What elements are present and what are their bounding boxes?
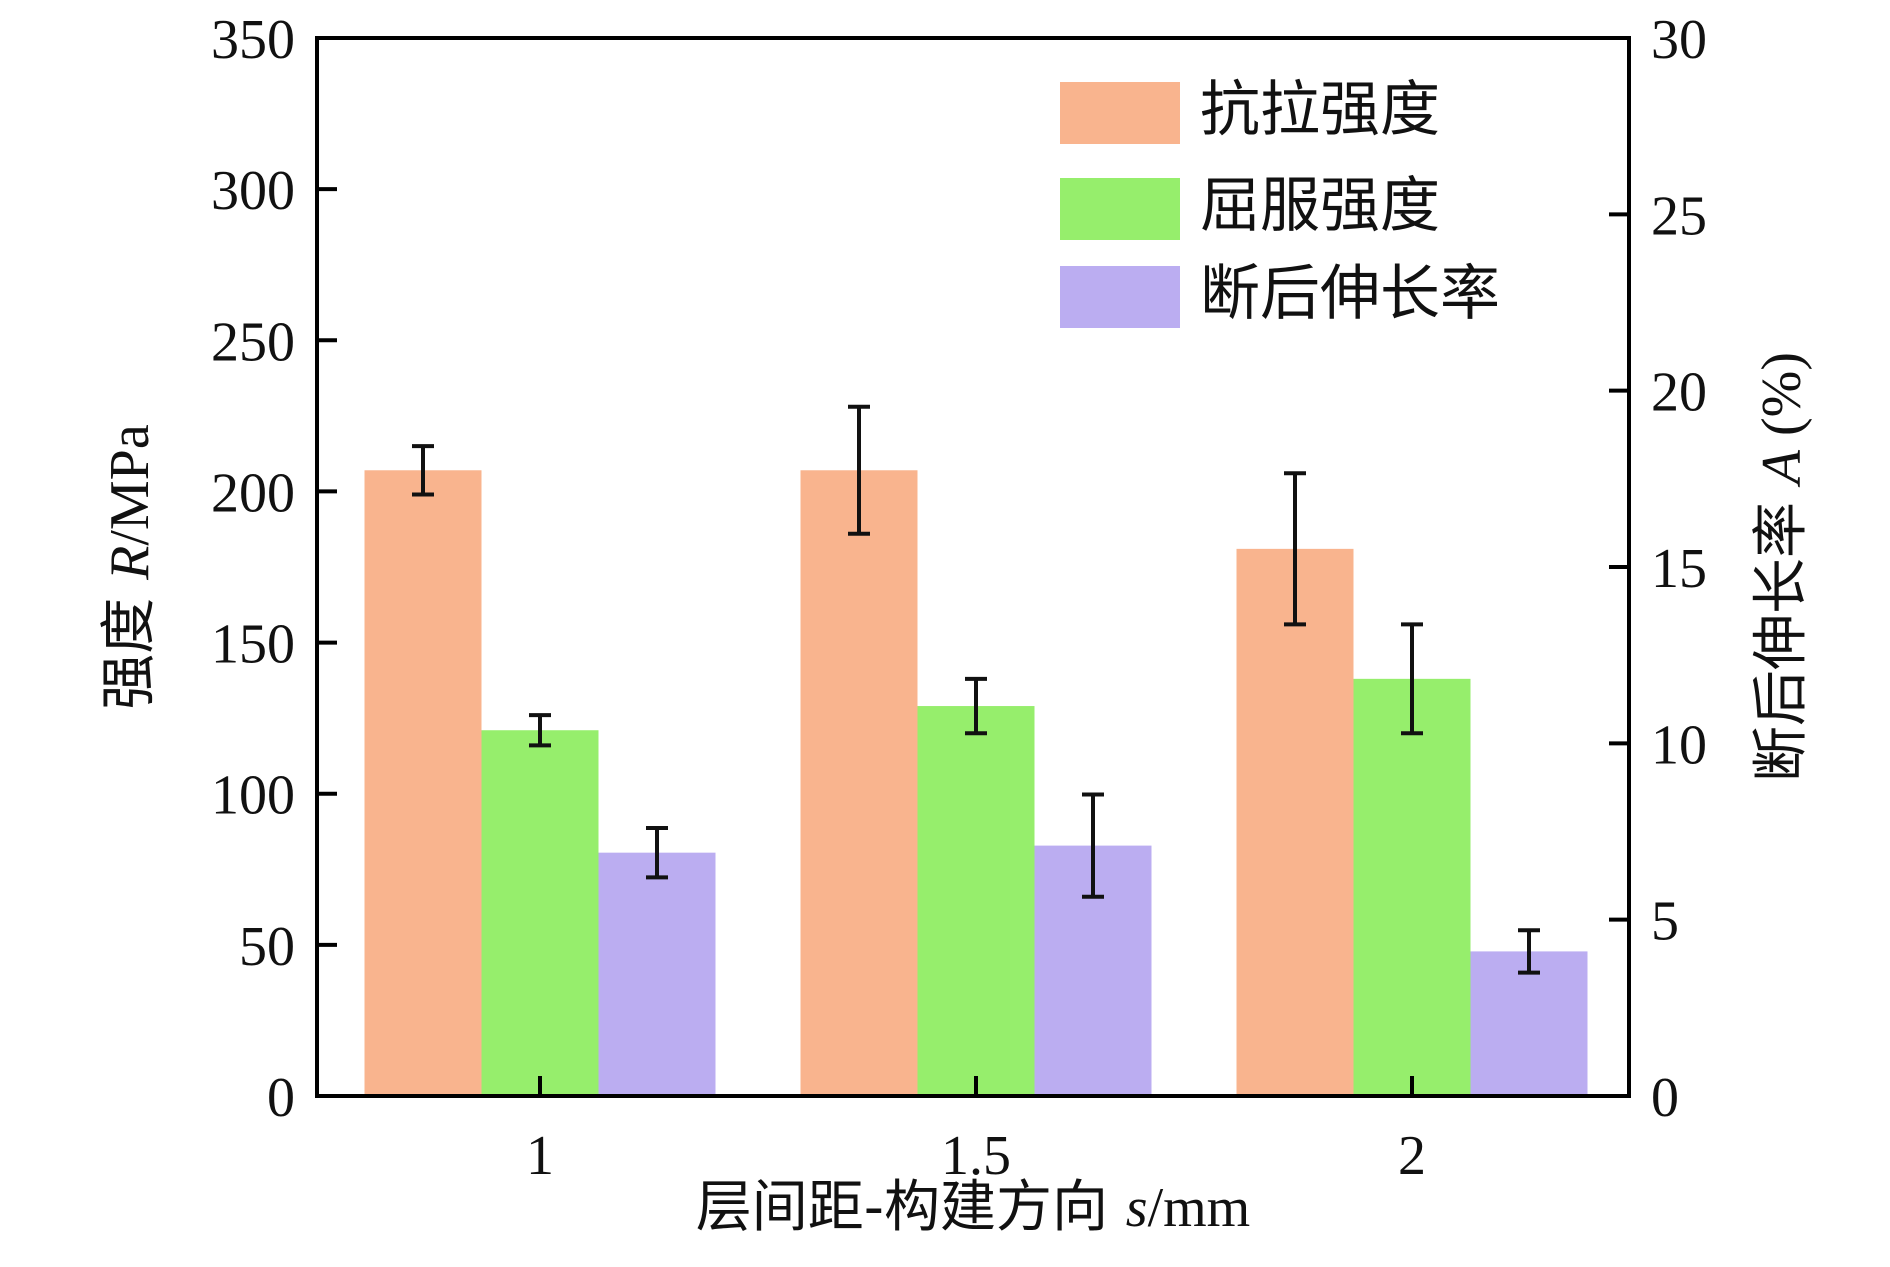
y-left-tick-label-0: 0 bbox=[267, 1067, 295, 1129]
legend-swatch-tensile bbox=[1060, 82, 1180, 144]
bar-yield-1.5 bbox=[917, 706, 1035, 1096]
error-bar-yield-1 bbox=[529, 713, 551, 748]
ticks-layer: 0 50 100 150 200 250 300 350 0 5 10 15 20 25 30 1 1.5 2 bbox=[211, 9, 1707, 1187]
y-left-tick-label-250: 250 bbox=[211, 311, 295, 373]
bar-yield-1 bbox=[481, 730, 599, 1096]
x-tick-label-1: 1 bbox=[526, 1125, 554, 1187]
error-bar-elongation-1 bbox=[646, 825, 668, 880]
y-left-tick-label-200: 200 bbox=[211, 462, 295, 524]
y-right-tick-label-15: 15 bbox=[1651, 538, 1707, 600]
error-bar-tensile-1 bbox=[412, 444, 434, 497]
y-right-tick-label-30: 30 bbox=[1651, 9, 1707, 71]
y-axis-right-title: 断后伸长率 A (%) bbox=[1749, 352, 1814, 782]
legend-label-tensile: 抗拉强度 bbox=[1200, 75, 1440, 145]
x-tick-label-1.5: 1.5 bbox=[941, 1125, 1011, 1187]
legend-swatch-yield bbox=[1060, 178, 1180, 240]
legend-swatch-elongation bbox=[1060, 266, 1180, 328]
y-left-tick-label-50: 50 bbox=[239, 916, 295, 978]
error-bar-tensile-1.5 bbox=[848, 404, 870, 536]
bar-tensile-1 bbox=[364, 470, 482, 1097]
error-bar-elongation-2 bbox=[1518, 928, 1540, 975]
bar-tensile-1.5 bbox=[800, 470, 918, 1097]
error-bar-elongation-1.5 bbox=[1082, 792, 1104, 899]
errorbars-layer bbox=[412, 404, 1540, 975]
legend-label-elongation: 断后伸长率 bbox=[1200, 259, 1500, 329]
bar-elongation-2 bbox=[1470, 951, 1588, 1096]
x-axis-title: 层间距-构建方向 s/mm bbox=[696, 1175, 1251, 1240]
legend: 抗拉强度 屈服强度 断后伸长率 bbox=[1060, 75, 1500, 329]
y-left-tick-label-150: 150 bbox=[211, 614, 295, 676]
y-right-tick-label-5: 5 bbox=[1651, 891, 1679, 953]
error-bar-tensile-2 bbox=[1284, 471, 1306, 627]
y-right-tick-label-10: 10 bbox=[1651, 714, 1707, 776]
error-bar-yield-1.5 bbox=[965, 676, 987, 736]
error-bar-yield-2 bbox=[1401, 622, 1423, 736]
y-left-tick-label-350: 350 bbox=[211, 9, 295, 71]
y-axis-left-title: 强度 R/MPa bbox=[97, 424, 162, 710]
bar-elongation-1 bbox=[598, 852, 716, 1096]
bar-yield-2 bbox=[1353, 678, 1471, 1096]
y-right-tick-label-25: 25 bbox=[1651, 185, 1707, 247]
bar-tensile-2 bbox=[1236, 548, 1354, 1096]
y-left-tick-label-100: 100 bbox=[211, 765, 295, 827]
bars-layer bbox=[364, 470, 1588, 1097]
legend-label-yield: 屈服强度 bbox=[1200, 171, 1440, 241]
y-right-tick-label-20: 20 bbox=[1651, 362, 1707, 424]
y-right-tick-label-0: 0 bbox=[1651, 1067, 1679, 1129]
x-tick-label-2: 2 bbox=[1398, 1125, 1426, 1187]
y-left-tick-label-300: 300 bbox=[211, 160, 295, 222]
